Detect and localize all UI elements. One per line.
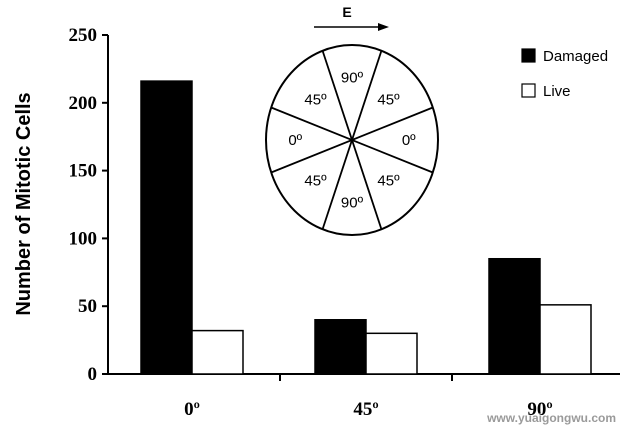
field-direction-label: E [342, 4, 351, 20]
y-ticks: 0 50 100 150 200 250 [69, 25, 108, 385]
bar-live-2 [539, 304, 592, 375]
wheel-sector-label: 45º [377, 172, 400, 189]
wheel-spokes [270, 50, 434, 230]
bar-damaged-1 [314, 319, 367, 375]
bar-live-1 [365, 332, 418, 375]
y-tick-label: 50 [78, 296, 97, 317]
category-label: 90º [527, 399, 552, 420]
y-tick-label: 250 [69, 25, 98, 46]
y-axis-label: Number of Mitotic Cells [13, 92, 35, 315]
wheel-sector-label: 45º [304, 92, 327, 109]
orientation-inset: E 90º 45º 0º 45º 90º 45º 0º 45º [265, 4, 439, 236]
bars [140, 80, 592, 375]
y-tick-label: 100 [69, 228, 98, 249]
plot-area: 0 50 100 150 200 250 0º 45º 90º [69, 25, 620, 420]
legend-label-damaged: Damaged [543, 48, 608, 65]
wheel-sector-labels: 90º 45º 0º 45º 90º 45º 0º 45º [288, 69, 416, 211]
category-labels: 0º 45º 90º [184, 399, 553, 420]
field-direction-arrowhead [378, 23, 389, 31]
bar-damaged-0 [140, 80, 193, 375]
wheel-sector-label: 0º [288, 132, 302, 149]
wheel-sector-label: 90º [341, 69, 364, 86]
wheel-sector-label: 0º [402, 132, 416, 149]
y-tick-label: 150 [69, 161, 98, 182]
legend-label-live: Live [543, 83, 571, 100]
y-tick-label: 200 [69, 93, 98, 114]
y-tick-label: 0 [88, 364, 98, 385]
x-ticks [279, 374, 453, 381]
legend-swatch-live [521, 83, 536, 98]
category-label: 45º [353, 399, 378, 420]
wheel-sector-label: 90º [341, 195, 364, 212]
watermark: www.yuaigongwu.com [486, 411, 616, 425]
category-label: 0º [184, 399, 200, 420]
wheel-sector-label: 45º [377, 92, 400, 109]
bar-live-0 [191, 329, 244, 375]
legend-swatch-damaged [521, 48, 536, 63]
bar-damaged-2 [488, 257, 541, 375]
wheel-sector-label: 45º [304, 172, 327, 189]
wheel-spoke [270, 106, 434, 174]
legend: Damaged Live [521, 48, 608, 100]
